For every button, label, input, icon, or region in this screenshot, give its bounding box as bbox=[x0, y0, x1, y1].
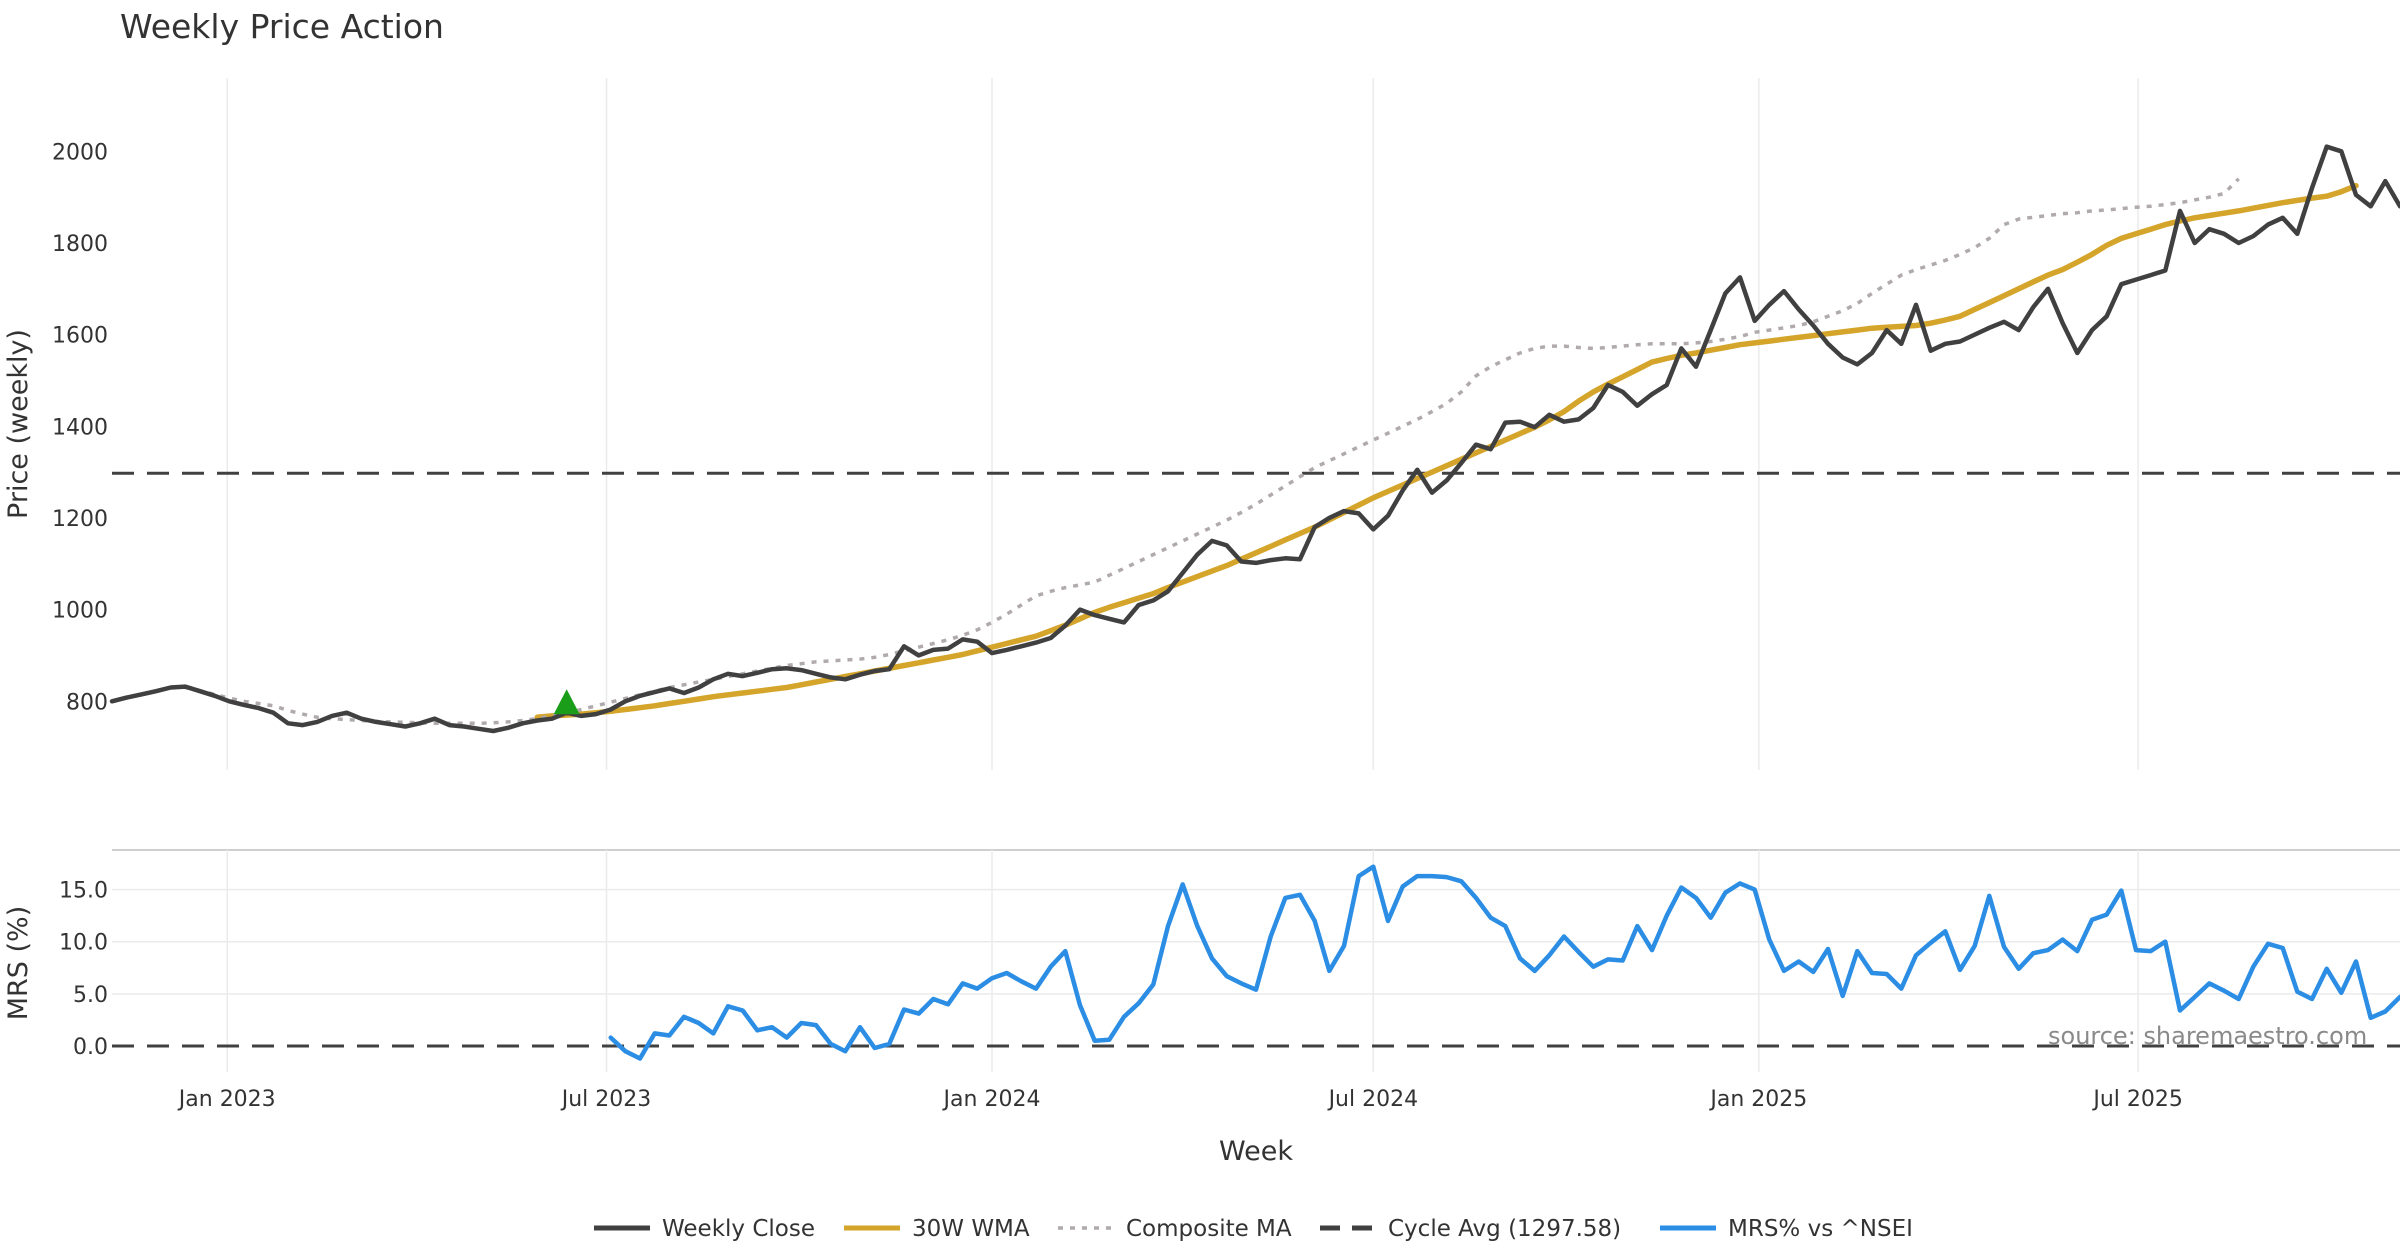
mrs-y-tick-label: 10.0 bbox=[59, 931, 108, 956]
price-panel: 800 1000 1200 1400 1600 1800 2000 Price (weekly… bbox=[3, 78, 2400, 770]
series-composite-ma bbox=[184, 177, 2240, 726]
buy-signal-marker bbox=[553, 689, 580, 715]
price-y-tick-label: 800 bbox=[66, 690, 108, 715]
legend-label: Composite MA bbox=[1126, 1216, 1292, 1242]
mrs-y-tick-label: 5.0 bbox=[73, 983, 108, 1008]
price-y-tick-label: 1200 bbox=[52, 507, 108, 532]
price-y-tick-label: 1800 bbox=[52, 232, 108, 257]
legend-label: Weekly Close bbox=[662, 1216, 815, 1242]
x-tick-label: Jul 2024 bbox=[1327, 1087, 1419, 1112]
price-y-axis-title: Price (weekly) bbox=[3, 329, 34, 519]
series-mrs-vs-nsei bbox=[608, 864, 2400, 1061]
x-tick-label: Jan 2024 bbox=[942, 1087, 1041, 1112]
series-weekly-close bbox=[109, 144, 2400, 734]
price-y-tick-label: 1600 bbox=[52, 324, 108, 349]
x-tick-label: Jul 2025 bbox=[2091, 1087, 2183, 1112]
mrs-panel: Jan 2023 Jul 2023 Jan 2024 Jul 2024 Jan 2025… bbox=[3, 849, 2400, 1167]
x-axis-title: Week bbox=[1219, 1136, 1293, 1167]
legend-label: 30W WMA bbox=[912, 1216, 1030, 1242]
legend-label: Cycle Avg (1297.58) bbox=[1388, 1216, 1621, 1242]
price-y-tick-label: 1000 bbox=[52, 599, 108, 624]
x-tick-label: Jan 2023 bbox=[177, 1087, 276, 1112]
legend-label: MRS% vs ^NSEI bbox=[1728, 1216, 1913, 1242]
mrs-y-tick-label: 0.0 bbox=[73, 1035, 108, 1060]
x-tick-label: Jul 2023 bbox=[560, 1087, 652, 1112]
chart-title: Weekly Price Action bbox=[120, 7, 444, 46]
price-y-tick-label: 1400 bbox=[52, 415, 108, 440]
x-tick-label: Jan 2025 bbox=[1708, 1087, 1807, 1112]
chart-legend: Weekly Close 30W WMA Composite MA Cycle Avg… bbox=[594, 1216, 1913, 1242]
mrs-y-tick-label: 15.0 bbox=[59, 879, 108, 904]
mrs-y-axis-title: MRS (%) bbox=[3, 906, 34, 1021]
price-y-tick-label: 2000 bbox=[52, 140, 108, 165]
source-note: source: sharemaestro.com bbox=[2048, 1022, 2367, 1050]
series-30w-wma bbox=[534, 182, 2359, 721]
